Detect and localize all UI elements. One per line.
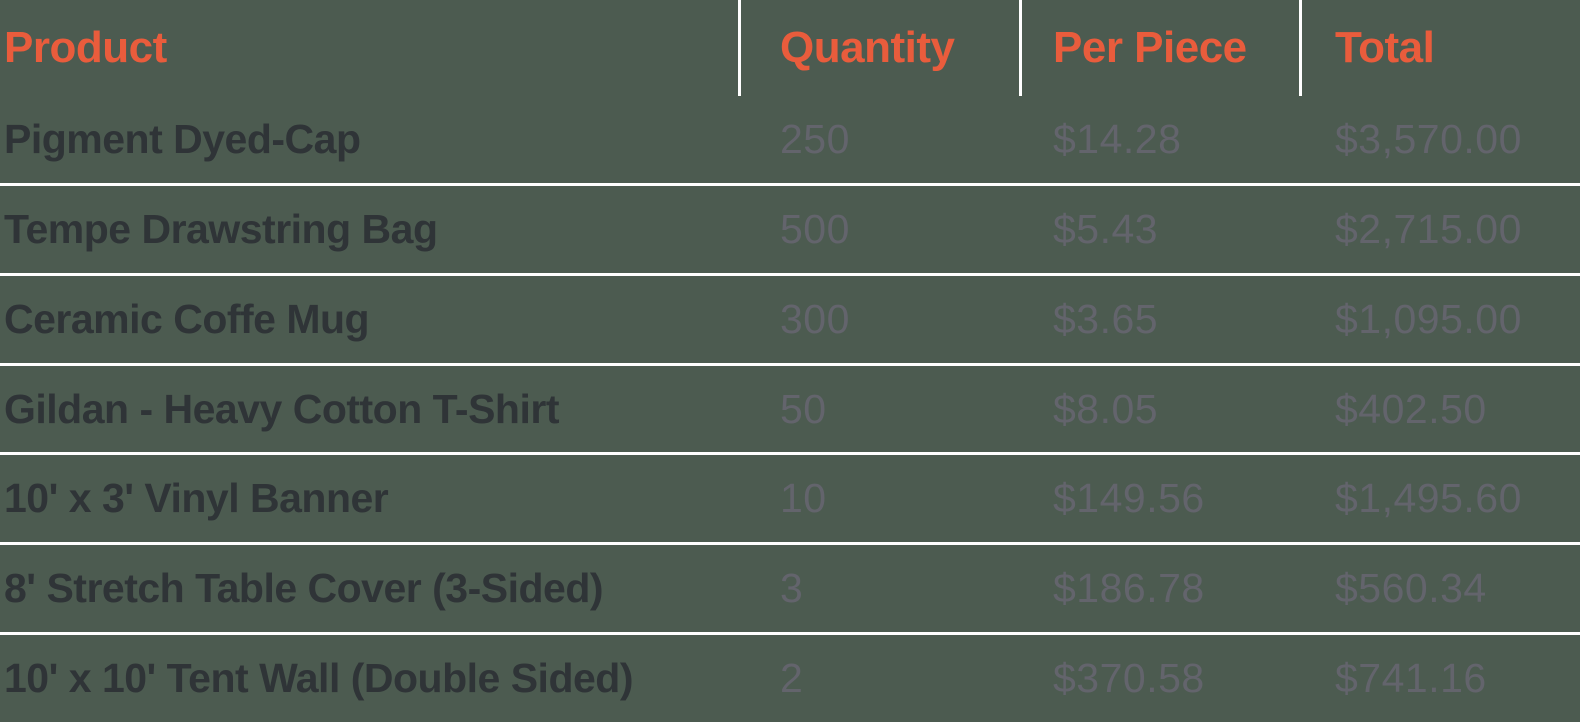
product-name-cell: Pigment Dyed-Cap (4, 115, 361, 162)
per-piece-cell: $186.78 (1053, 565, 1205, 612)
column-header-per-piece: Per Piece (1019, 0, 1299, 96)
quantity-cell: 10 (780, 475, 827, 522)
per-piece-cell: $8.05 (1053, 385, 1159, 432)
total-cell: $741.16 (1335, 655, 1487, 702)
quantity-cell: 3 (780, 565, 804, 612)
product-name-cell: Gildan - Heavy Cotton T-Shirt (4, 385, 559, 432)
table-row: Pigment Dyed-Cap 250 $14.28 $3,570.00 (0, 96, 1580, 183)
quantity-cell: 500 (780, 205, 850, 252)
column-header-total: Total (1299, 0, 1580, 96)
per-piece-cell: $370.58 (1053, 655, 1205, 702)
per-piece-cell: $3.65 (1053, 295, 1159, 342)
table-row: Tempe Drawstring Bag 500 $5.43 $2,715.00 (0, 182, 1580, 273)
quantity-cell: 2 (780, 655, 804, 702)
table-row: Gildan - Heavy Cotton T-Shirt 50 $8.05 $… (0, 362, 1580, 453)
product-name-cell: 8' Stretch Table Cover (3-Sided) (4, 565, 604, 612)
table-row: 8' Stretch Table Cover (3-Sided) 3 $186.… (0, 542, 1580, 632)
product-name-cell: 10' x 3' Vinyl Banner (4, 475, 389, 522)
product-name-cell: 10' x 10' Tent Wall (Double Sided) (4, 655, 634, 702)
column-header-product: Product (4, 23, 167, 72)
per-piece-cell: $149.56 (1053, 475, 1205, 522)
quantity-cell: 250 (780, 115, 850, 162)
column-header-quantity: Quantity (738, 0, 1019, 96)
total-cell: $2,715.00 (1335, 205, 1522, 252)
table-header-row: Product Quantity Per Piece Total (0, 0, 1580, 96)
table-row: 10' x 3' Vinyl Banner 10 $149.56 $1,495.… (0, 452, 1580, 542)
table-row: Ceramic Coffe Mug 300 $3.65 $1,095.00 (0, 272, 1580, 363)
product-name-cell: Tempe Drawstring Bag (4, 205, 438, 252)
total-cell: $402.50 (1335, 385, 1487, 432)
product-name-cell: Ceramic Coffe Mug (4, 295, 370, 342)
quantity-cell: 50 (780, 385, 827, 432)
per-piece-cell: $14.28 (1053, 115, 1182, 162)
quantity-cell: 300 (780, 295, 850, 342)
total-cell: $560.34 (1335, 565, 1487, 612)
table-row: 10' x 10' Tent Wall (Double Sided) 2 $37… (0, 632, 1580, 722)
table-body: Pigment Dyed-Cap 250 $14.28 $3,570.00 Te… (0, 96, 1580, 722)
per-piece-cell: $5.43 (1053, 205, 1159, 252)
total-cell: $1,095.00 (1335, 295, 1522, 342)
total-cell: $1,495.60 (1335, 475, 1522, 522)
total-cell: $3,570.00 (1335, 115, 1522, 162)
